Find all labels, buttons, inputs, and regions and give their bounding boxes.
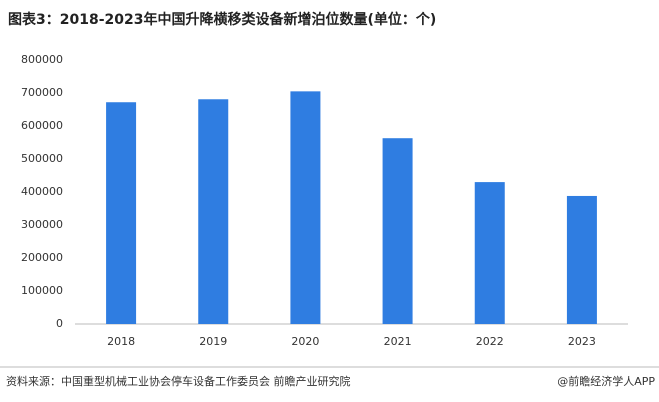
x-tick-label: 2020 xyxy=(291,335,319,348)
y-tick-label: 100000 xyxy=(21,284,63,297)
bar xyxy=(566,195,597,324)
y-tick-label: 500000 xyxy=(21,152,63,165)
x-tick-label: 2022 xyxy=(476,335,504,348)
y-tick-label: 600000 xyxy=(21,119,63,132)
x-tick-label: 2018 xyxy=(107,335,135,348)
bar xyxy=(474,182,505,324)
y-tick-label: 800000 xyxy=(21,53,63,66)
x-tick-label: 2023 xyxy=(568,335,596,348)
y-tick-label: 300000 xyxy=(21,218,63,231)
y-tick-label: 200000 xyxy=(21,251,63,264)
y-tick-label: 400000 xyxy=(21,185,63,198)
bar xyxy=(106,102,137,325)
y-tick-label: 0 xyxy=(56,317,63,330)
chart-title: 图表3：2018-2023年中国升降横移类设备新增泊位数量(单位：个) xyxy=(8,11,436,28)
x-tick-label: 2021 xyxy=(384,335,412,348)
bar xyxy=(382,138,413,324)
source: 资料来源：中国重型机械工业协会停车设备工作委员会 前瞻产业研究院 xyxy=(6,374,351,388)
bar xyxy=(198,99,229,325)
bar xyxy=(290,91,321,324)
credit: @前瞻经济学人APP xyxy=(557,374,655,388)
x-tick-label: 2019 xyxy=(199,335,227,348)
y-tick-label: 700000 xyxy=(21,86,63,99)
